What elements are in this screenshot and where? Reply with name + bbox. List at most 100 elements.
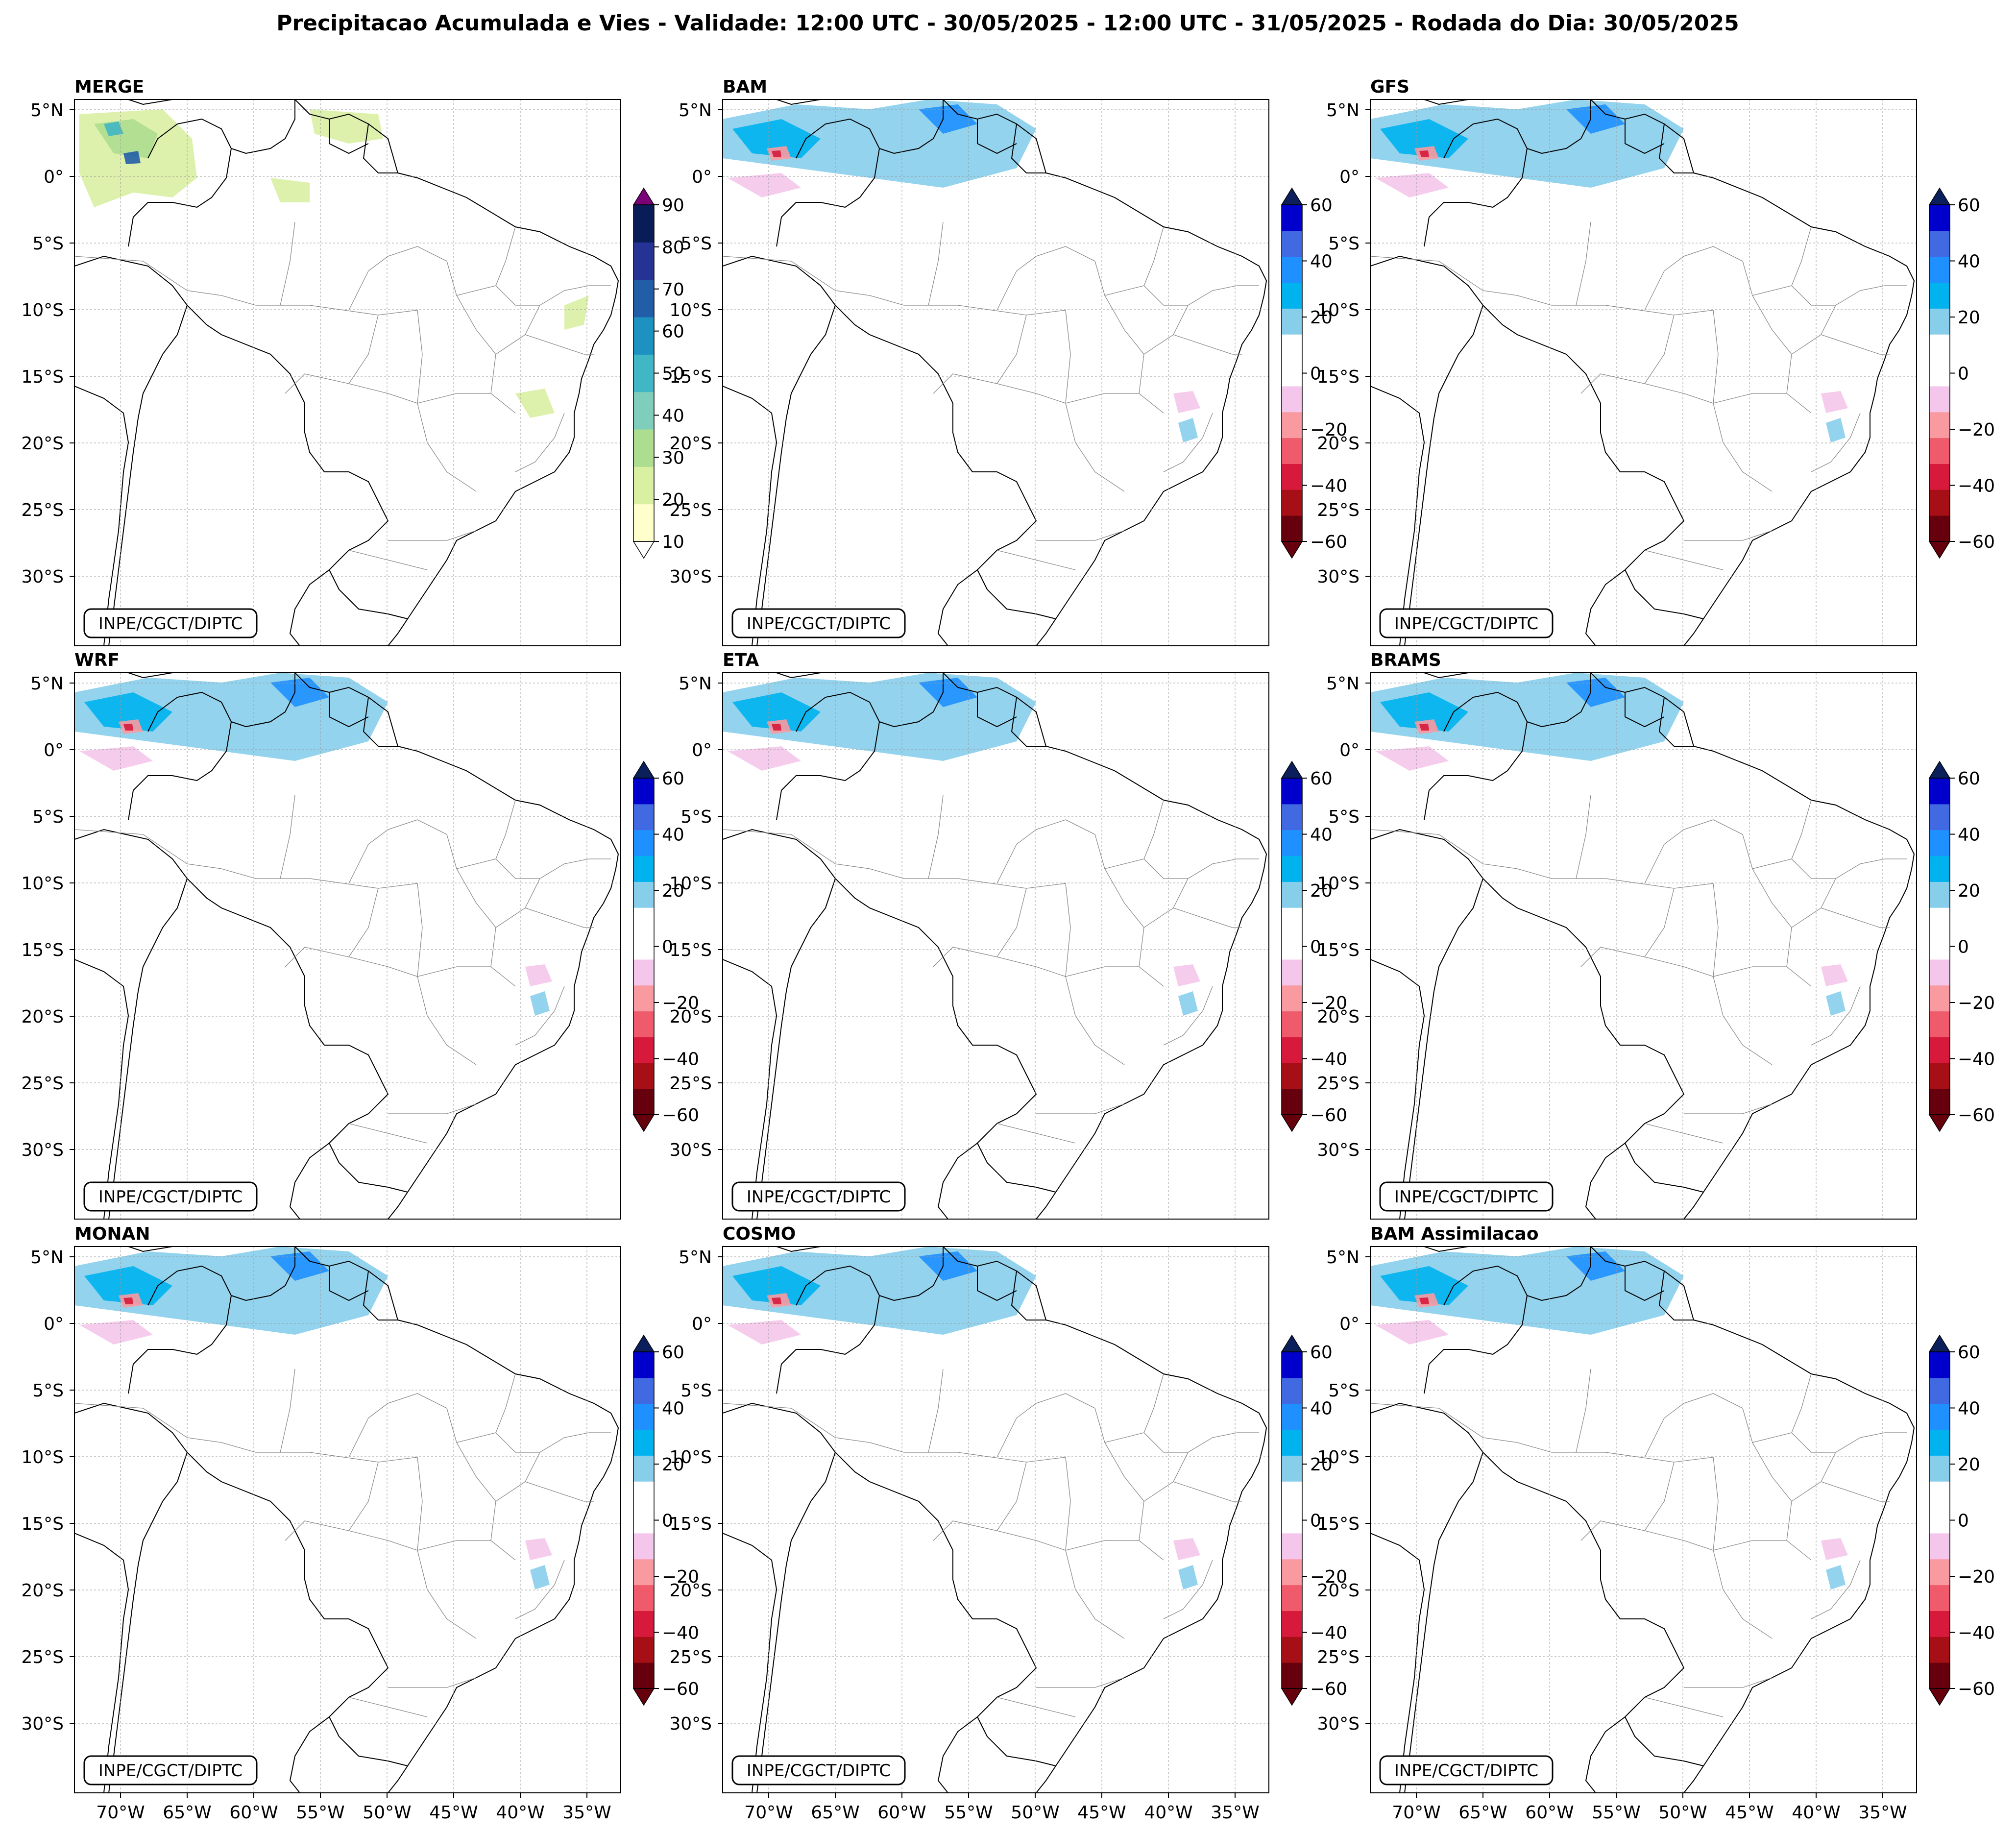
colorbar-extend-max [1281,1334,1303,1352]
lat-tick-label: 5°N [1326,674,1360,694]
colorbar-tick-label: 60 [1958,769,1980,789]
field-patch-eta-7 [1178,991,1198,1016]
colorbar-segment [1282,308,1302,335]
field-patch-cosmo-1 [732,1266,821,1305]
map-background-eta [723,673,1269,1219]
lat-tick-label: 5°S [680,234,712,254]
colorbar-tick-label: 80 [662,238,684,258]
map-frame-monan [74,1246,621,1793]
colorbar-tick-label: 40 [662,1399,684,1419]
lat-tick-label: 30°S [669,1140,712,1160]
colorbar-tick-label: 20 [1310,881,1333,901]
colorbar-tick-label: 60 [1310,769,1333,789]
colorbar-eta: 60 40 20 0 −20 −40 −60 [1281,760,1347,1132]
colorbar-segment [1929,856,1950,882]
credit-label: INPE/CGCT/DIPTC [1394,1761,1538,1781]
colorbar-tick-label: 60 [662,322,684,342]
colorbar-tick-label: 10 [662,532,684,552]
field-patch-eta-2 [919,678,977,707]
colorbar-tick-label: 20 [1958,881,1980,901]
colorbar-segment [633,907,654,934]
lat-tick-label: 0° [692,740,712,760]
colorbar-segment [633,242,654,280]
field-patch-eta-6 [1173,964,1200,986]
lat-tick-label: 25°S [1317,1647,1360,1667]
colorbar-segment [1929,256,1950,283]
colorbar-segment [1282,489,1302,516]
field-patch-wrf-3 [79,746,153,771]
colorbar-segment [633,279,654,318]
colorbar-segment [633,804,654,831]
colorbar-tick-label: 40 [1310,1399,1333,1419]
colorbar-segment [633,429,654,467]
colorbar-segment [1282,933,1302,960]
panels-layer: MERGE 5°N 0° 5°S 10°S 15°S 20°S 25°S 30°S INPE/CG… [21,77,1995,1823]
colorbar-segment [1929,1352,1950,1378]
panel-title-bam: BAM [723,77,767,97]
colorbar-segment [1282,1377,1302,1404]
field-patch-bam-assim-6 [1821,1538,1848,1560]
lon-tick-label: 70°W [96,1803,145,1823]
colorbar-tick-label: 20 [1958,308,1980,328]
field-patch-bam-assim-7 [1826,1565,1846,1589]
field-patch-eta-1 [732,692,821,732]
lat-tick-label: 10°S [1317,874,1360,894]
lat-tick-label: 30°S [1317,567,1360,587]
field-patch-monan-5 [123,1297,133,1304]
colorbar-segment [1929,1377,1950,1404]
field-patch-monan-3 [79,1320,153,1345]
colorbar-segment [1929,830,1950,856]
colorbar-segment [633,1585,654,1611]
lon-tick-label: 60°W [1525,1803,1574,1823]
field-patch-bam-assim-5 [1419,1297,1429,1304]
colorbar-bam: 60 40 20 0 −20 −40 −60 [1281,187,1347,559]
map-background-cosmo [723,1247,1269,1793]
field-patch-bam-assim-2 [1566,1251,1625,1281]
colorbar-segment [633,1037,654,1063]
lat-tick-label: 25°S [1317,1074,1360,1094]
panel-title-monan: MONAN [74,1224,150,1244]
colorbar-segment [1282,515,1302,542]
lat-tick-label: 15°S [21,940,64,960]
map-frame-bam [722,99,1269,646]
colorbar-segment [1929,308,1950,335]
map-frame-merge [74,99,621,646]
colorbar-extend-max [632,187,655,205]
lat-tick-label: 5°S [32,807,64,827]
lon-tick-label: 35°W [1211,1803,1259,1823]
field-patch-wrf-5 [123,724,133,731]
colorbar-segment [1282,907,1302,934]
colorbar-extend-max [632,760,655,779]
colorbar-segment [633,205,654,243]
lat-tick-label: 10°S [669,874,712,894]
map-wrf [74,673,621,1219]
lat-tick-label: 25°S [21,500,64,520]
lat-tick-label: 20°S [669,1581,712,1601]
colorbar-extend-max [1281,187,1303,205]
map-frame-cosmo [722,1246,1269,1793]
panel-gfs: GFS 5°N 0° 5°S 10°S 15°S 20°S 25°S 30°S INPE/CGCT… [1317,77,1995,646]
colorbar-segment [1282,1455,1302,1482]
colorbar-segment [1282,804,1302,831]
credit-label: INPE/CGCT/DIPTC [98,1761,243,1781]
colorbar-segment [1929,1559,1950,1586]
map-frame-wrf [74,672,621,1220]
map-background-wrf [74,673,621,1219]
colorbar-segment [633,1507,654,1534]
lon-tick-label: 45°W [1725,1803,1773,1823]
field-patch-wrf-1 [84,692,172,732]
colorbar-tick-label: 40 [662,406,684,426]
field-patch-wrf-6 [525,964,552,986]
colorbar-tick-label: 0 [1958,364,1969,384]
colorbar-monan: 60 40 20 0 −20 −40 −60 [632,1334,699,1706]
lon-tick-label: 45°W [429,1803,478,1823]
lat-tick-label: 25°S [1317,500,1360,520]
colorbar-segment [1282,1637,1302,1663]
colorbar-extend-min [1281,1688,1303,1706]
colorbar-tick-label: 60 [1310,1343,1333,1363]
field-patch-monan-2 [270,1251,329,1281]
colorbar-tick-label: 30 [662,448,684,468]
map-background-bam [723,99,1269,646]
colorbar-tick-label: 40 [1310,825,1333,845]
credit-label: INPE/CGCT/DIPTC [747,1761,891,1781]
